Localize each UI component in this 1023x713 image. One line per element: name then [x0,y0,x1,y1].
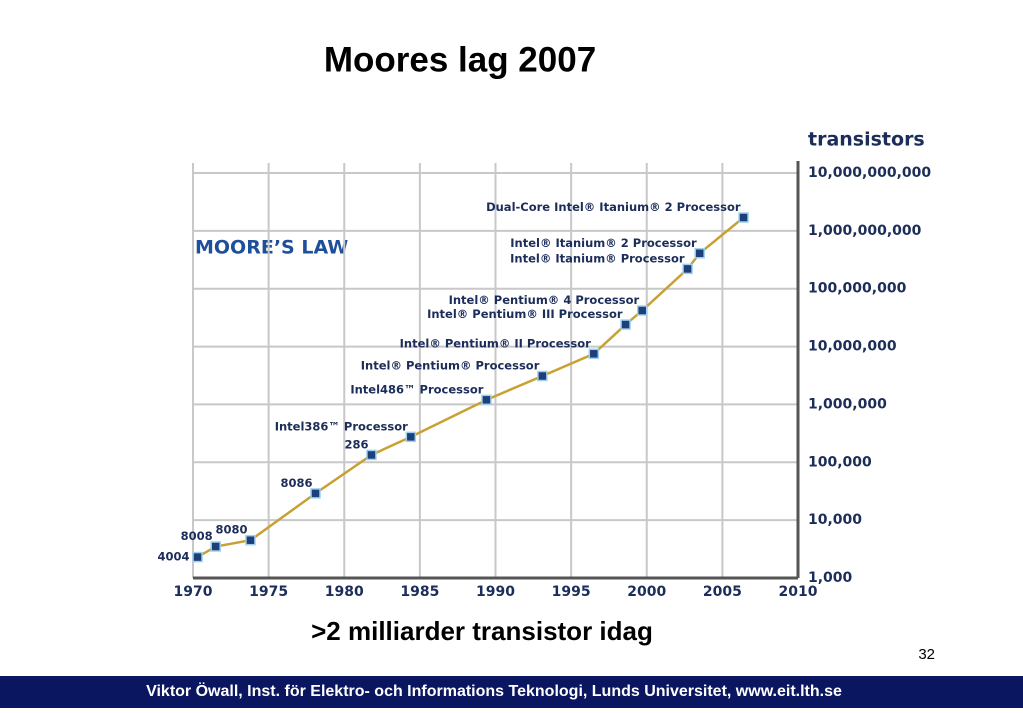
data-point [588,348,600,360]
slide-title: Moores lag 2007 [324,40,596,79]
y-axis-label: transistors [808,129,925,151]
point-label: 8086 [280,476,312,490]
point-label: 8080 [215,523,247,537]
page-number: 32 [918,646,935,663]
data-point [537,370,548,382]
x-tick-label: 1995 [552,584,591,600]
y-tick-label: 1,000 [808,570,853,586]
data-point [192,551,203,563]
point-label: Intel® Pentium® II Processor [400,336,592,350]
y-tick-label: 10,000,000,000 [808,165,931,181]
x-tick-label: 1980 [325,584,364,600]
point-label: 286 [344,437,368,451]
data-point [694,248,705,259]
x-tick-label: 1990 [476,584,515,600]
chart-title: MOORE’S LAW [195,237,348,259]
point-label: Intel® Pentium® Processor [361,358,540,372]
x-tick-label: 2010 [779,584,818,600]
x-tick-label: 2000 [627,584,666,600]
plot: 1,000 10,000 100,000 1,000,000 10,000,000 100… [158,161,931,600]
y-tick-label: 100,000 [808,454,872,470]
point-label: Intel® Pentium® III Processor [427,307,623,321]
x-tick-label: 1985 [400,584,439,600]
x-tick-label: 2005 [703,584,742,600]
point-label: Intel486™ Processor [350,382,483,396]
footer: Viktor Öwall, Inst. för Elektro- och Inf… [146,681,842,700]
point-label: Intel® Itanium® 2 Processor [510,236,697,250]
data-point [245,534,256,546]
data-point [405,431,417,443]
data-point [738,212,749,223]
data-point [620,319,631,330]
data-point [636,305,648,316]
point-label: Dual-Core Intel® Itanium® 2 Processor [486,200,741,214]
y-tick-label: 1,000,000,000 [808,223,922,239]
point-label: 8008 [181,529,213,543]
x-tick-label: 1975 [249,584,288,600]
data-point [366,449,377,461]
y-tick-label: 10,000 [808,512,862,528]
point-label: 4004 [158,550,190,564]
data-point [481,394,492,406]
point-label: Intel® Itanium® Processor [510,251,685,265]
y-tick-label: 10,000,000 [808,339,897,355]
point-label: Intel386™ Processor [275,419,408,433]
footer-bar [0,676,1023,708]
series-line [196,216,745,559]
y-tick-label: 1,000,000 [808,396,887,412]
point-label: Intel® Pentium® 4 Processor [449,293,640,307]
subtitle: >2 milliarder transistor idag [311,616,653,646]
data-point [310,488,321,499]
x-tick-label: 1970 [174,584,213,600]
data-point [210,541,221,552]
y-tick-label: 100,000,000 [808,281,907,297]
data-point [682,263,693,275]
